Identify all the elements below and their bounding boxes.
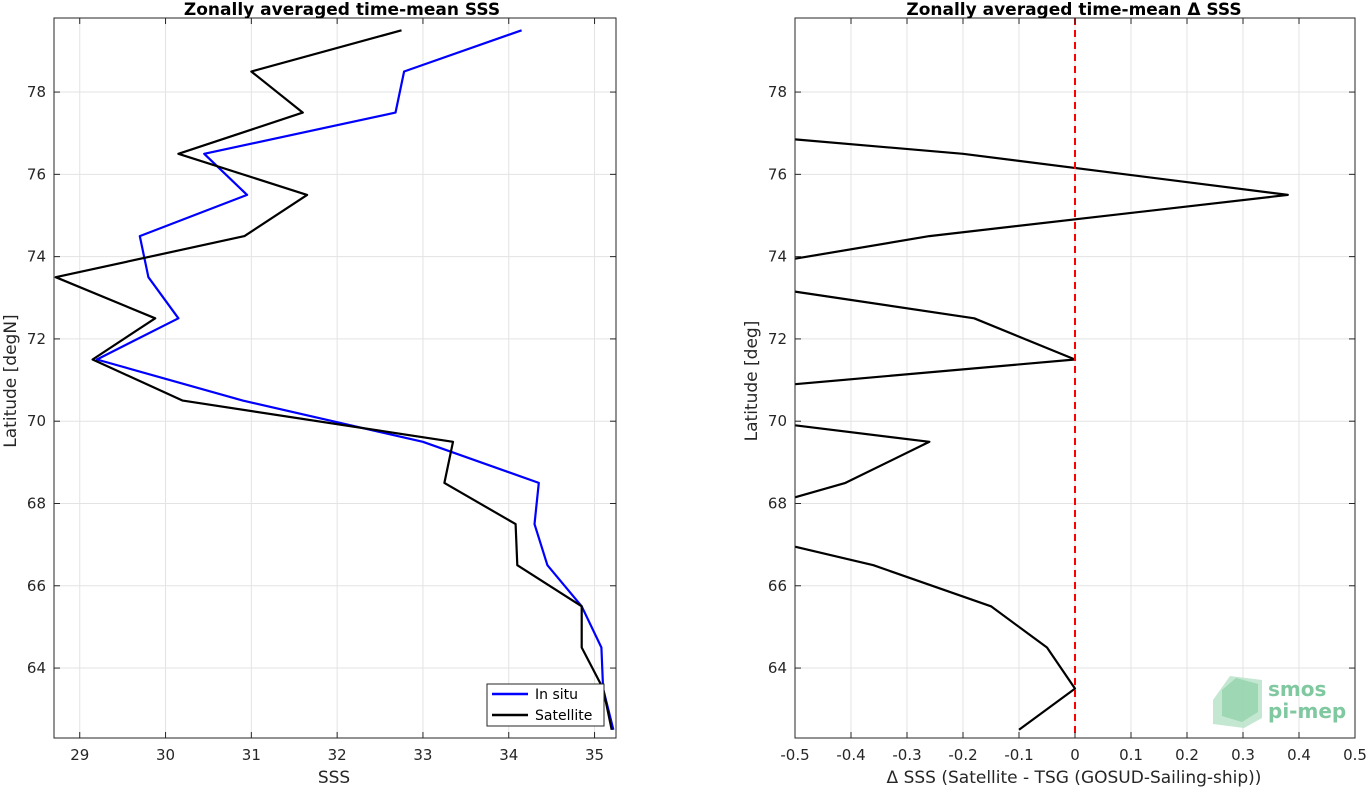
tick-marks [794,18,1356,738]
x-tick-label: 34 [499,746,518,764]
x-tick-label: 35 [585,746,604,764]
y-tick-label: 70 [27,412,46,430]
x-tick-labels: 29 30 31 32 33 34 35 [70,746,604,764]
y-tick-label: 66 [27,577,46,595]
y-tick-label: 78 [27,83,46,101]
y-tick-label: 70 [768,412,787,430]
y-tick-label: 76 [768,165,787,183]
smos-pi-mep-logo: smos pi-mep [1213,676,1346,728]
x-tick-label: 0 [1070,746,1080,764]
legend-box [486,683,605,727]
y-tick-label: 72 [27,330,46,348]
x-tick-label: -0.3 [892,746,921,764]
y-tick-labels: 64 66 68 70 72 74 76 78 [768,83,787,677]
x-tick-label: 0.1 [1119,746,1143,764]
x-axis-label: Δ SSS (Satellite - TSG (GOSUD-Sailing-sh… [887,768,1262,788]
series-line-in-situ [95,29,615,731]
x-axis-label: SSS [318,768,350,788]
y-axis-label: Latitude [degN] [1,314,21,447]
x-tick-label: 0.2 [1175,746,1199,764]
x-tick-label: 29 [70,746,89,764]
x-tick-label: 0.4 [1287,746,1311,764]
y-tick-label: 72 [768,330,787,348]
x-tick-label: 30 [156,746,175,764]
series-lines [54,29,615,731]
logo-text-line2: pi-mep [1268,699,1346,723]
x-tick-label: -0.2 [948,746,977,764]
y-tick-labels: 64 66 68 70 72 74 76 78 [27,83,46,677]
logo-mark-layer [1222,678,1258,722]
chart-title: Zonally averaged time-mean SSS [184,0,500,20]
delta-sss-panel: -0.5 -0.4 -0.3 -0.2 -0.1 0 0.1 0.2 0.3 0.4 0.5 646… [742,0,1367,788]
y-axis-label: Latitude [deg] [742,321,762,442]
y-tick-label: 68 [768,494,787,512]
y-tick-label: 74 [768,248,787,266]
y-tick-label: 64 [768,659,787,677]
axes-frame [53,17,617,739]
sss-panel: 29 30 31 32 33 34 35 64 66 68 70 72 74 76 78 Zonally … [1,0,617,788]
y-tick-label: 74 [27,248,46,266]
y-tick-label: 66 [768,577,787,595]
y-tick-label: 78 [768,83,787,101]
x-tick-label: -0.1 [1004,746,1033,764]
x-tick-label: 32 [328,746,347,764]
x-tick-label: 0.3 [1231,746,1255,764]
chart-title: Zonally averaged time-mean Δ SSS [906,0,1241,20]
legend-label-satellite: Satellite [535,708,592,724]
series-line-delta-sss-0 [794,545,1077,731]
y-tick-label: 76 [27,165,46,183]
x-tick-label: 31 [242,746,261,764]
legend-label-in-situ: In situ [535,687,578,703]
grid-lines [54,18,616,738]
tick-marks [54,18,616,738]
series-line-delta-sss-0 [794,424,931,499]
y-tick-label: 64 [27,659,46,677]
y-tick-label: 68 [27,494,46,512]
x-tick-label: -0.5 [780,746,809,764]
series-line-delta-sss-0 [794,290,1077,386]
x-tick-label: -0.4 [836,746,865,764]
x-tick-labels: -0.5 -0.4 -0.3 -0.2 -0.1 0 0.1 0.2 0.3 0.4 0.5 [780,746,1367,764]
logo-text-line1: smos [1268,677,1326,701]
series-lines [794,138,1289,731]
x-tick-label: 0.5 [1343,746,1367,764]
legend: In situ Satellite [486,683,605,727]
series-line-delta-sss-0 [794,138,1289,260]
x-tick-label: 33 [413,746,432,764]
series-line-satellite [54,29,613,731]
